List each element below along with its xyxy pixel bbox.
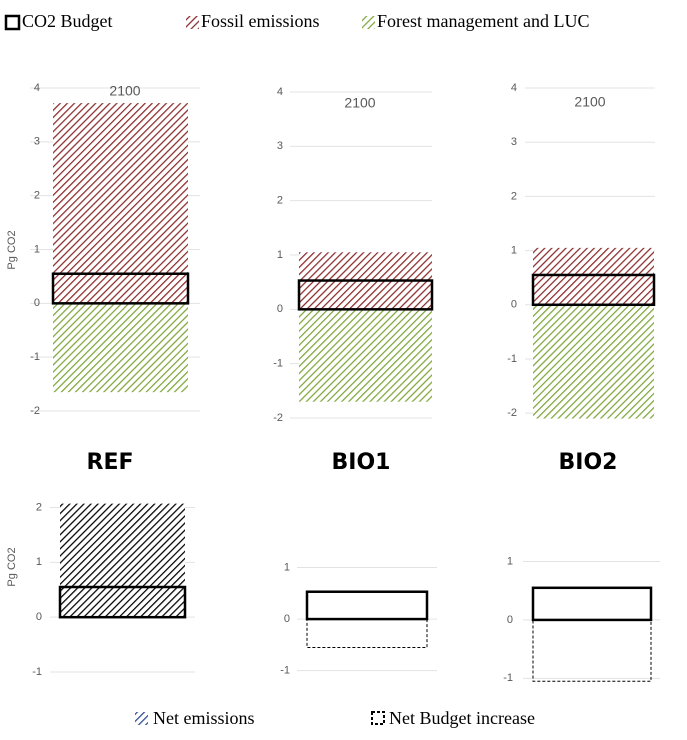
y-tick-label: -1 [30, 351, 40, 363]
bar [53, 103, 188, 304]
y-tick-label: -1 [273, 358, 283, 370]
y-tick-label: -2 [507, 407, 517, 419]
panel: -1 0 1 [503, 555, 660, 684]
legend-label: Fossil emissions [201, 11, 320, 31]
y-axis-label: Pg CO2 [6, 547, 18, 586]
annotation: 2100 [344, 95, 375, 111]
bar [297, 279, 434, 311]
bar [58, 585, 187, 619]
panel: -1 0 1 [280, 561, 437, 677]
y-tick-label: 0 [284, 613, 290, 625]
y-tick-label: 4 [34, 82, 40, 94]
y-tick-label: 3 [277, 140, 283, 152]
legend-label: Forest management and LUC [377, 11, 589, 31]
legend: Net emissions Net Budget increase [135, 708, 535, 728]
bar [533, 247, 654, 305]
annotation: 2100 [574, 94, 605, 110]
legend-label: CO2 Budget [22, 11, 113, 31]
bar [305, 590, 429, 621]
bar [299, 309, 432, 402]
bar [53, 303, 188, 393]
scenario-label: BIO1 [332, 450, 391, 475]
legend-swatch [4, 14, 21, 31]
y-tick-label: 1 [36, 556, 42, 568]
legend-label: Net Budget increase [389, 708, 535, 728]
y-tick-label: 3 [34, 136, 40, 148]
y-tick-label: 1 [511, 244, 517, 256]
y-axis-label: Pg CO2 [6, 230, 18, 269]
y-tick-label: 2 [277, 195, 283, 207]
y-tick-label: 1 [34, 243, 40, 255]
bar [531, 273, 656, 307]
bar [533, 304, 654, 419]
y-tick-label: 0 [34, 297, 40, 309]
legend-swatch [186, 16, 199, 29]
bar [306, 618, 428, 648]
panel: -1 0 1 2 Pg CO2 [6, 501, 195, 678]
y-tick-label: 0 [36, 611, 42, 623]
bar [60, 503, 185, 618]
y-tick-label: 1 [284, 561, 290, 573]
y-tick-label: -2 [273, 412, 283, 424]
y-tick-label: 1 [507, 555, 513, 567]
panel: -2 -1 0 1 2 3 4 REF 2100 Pg CO2 [6, 82, 200, 475]
y-tick-label: 1 [277, 249, 283, 261]
y-tick-label: 3 [511, 136, 517, 148]
legend-swatch [371, 711, 385, 725]
y-tick-label: -1 [507, 353, 517, 365]
y-tick-label: 0 [507, 614, 513, 626]
y-tick-label: -1 [32, 666, 42, 678]
annotation: 2100 [109, 83, 140, 99]
scenario-label: REF [87, 450, 134, 475]
y-tick-label: 0 [277, 303, 283, 315]
y-tick-label: 0 [511, 299, 517, 311]
y-tick-label: -1 [503, 672, 513, 684]
y-tick-label: 4 [277, 86, 283, 98]
panel: -2 -1 0 1 2 3 4 BIO2 2100 [507, 82, 656, 475]
y-tick-label: 2 [34, 190, 40, 202]
legend: CO2 Budget Fossil emissions Forest manag… [4, 11, 589, 31]
y-tick-label: 2 [36, 501, 42, 513]
y-tick-label: 4 [511, 82, 517, 94]
y-tick-label: 2 [511, 190, 517, 202]
y-tick-label: -2 [30, 405, 40, 417]
y-tick-label: -1 [280, 665, 290, 677]
legend-swatch [362, 16, 375, 29]
bar [532, 619, 652, 682]
bar [531, 586, 653, 622]
scenario-label: BIO2 [559, 450, 618, 475]
bar [51, 272, 190, 305]
panel: -2 -1 0 1 2 3 4 BIO1 2100 [273, 86, 434, 475]
legend-label: Net emissions [153, 708, 255, 728]
legend-swatch [135, 712, 148, 725]
